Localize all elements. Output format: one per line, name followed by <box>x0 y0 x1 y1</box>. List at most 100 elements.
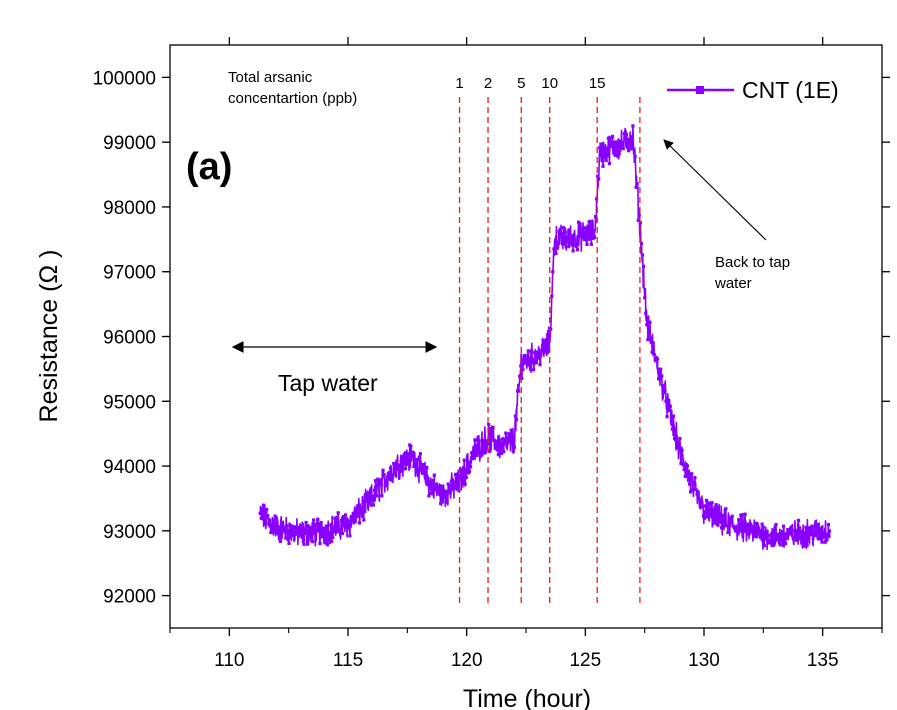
data-point <box>728 518 732 522</box>
back-to-tap-label-line2: water <box>714 275 752 292</box>
back-to-tap-label-line1: Back to tap <box>715 254 790 271</box>
data-point <box>286 537 290 542</box>
data-point <box>354 511 358 515</box>
data-point <box>777 540 781 544</box>
data-point <box>362 518 366 522</box>
data-point <box>711 522 715 526</box>
y-tick-label: 94000 <box>103 457 156 478</box>
data-point <box>822 531 826 536</box>
data-point <box>320 535 324 539</box>
data-point <box>453 486 457 490</box>
data-point <box>451 480 456 484</box>
data-point <box>292 530 296 534</box>
data-point <box>475 453 479 458</box>
data-point <box>508 434 512 438</box>
data-point <box>816 524 820 528</box>
data-point <box>647 328 651 332</box>
data-point <box>514 418 519 422</box>
data-point <box>712 511 716 515</box>
data-point <box>496 453 500 457</box>
data-point <box>281 522 285 526</box>
data-point <box>310 540 315 544</box>
data-point <box>642 264 646 268</box>
data-point <box>640 253 645 257</box>
data-point <box>429 491 433 496</box>
data-point <box>768 541 772 545</box>
data-point <box>428 479 432 483</box>
data-point <box>811 533 815 537</box>
data-point <box>361 514 365 518</box>
data-point <box>381 468 385 472</box>
data-point <box>551 270 555 274</box>
data-point <box>807 526 811 530</box>
data-point <box>596 174 600 178</box>
data-point <box>511 439 515 443</box>
data-point <box>521 367 525 371</box>
data-point <box>563 227 567 231</box>
data-point <box>395 459 399 463</box>
x-tick-label: 120 <box>451 650 483 671</box>
data-point <box>701 514 705 518</box>
data-point <box>758 529 762 533</box>
data-point <box>668 404 672 408</box>
data-point <box>754 532 758 536</box>
data-point <box>535 350 539 354</box>
data-point <box>690 472 694 476</box>
data-point <box>649 340 653 344</box>
data-point <box>809 526 813 530</box>
data-point <box>477 439 481 443</box>
legend: CNT (1E) <box>667 77 839 103</box>
data-point <box>674 437 678 442</box>
data-point <box>539 351 543 355</box>
data-point <box>741 513 745 517</box>
data-point <box>670 427 674 431</box>
data-point <box>812 524 817 528</box>
y-tick-label: 99000 <box>103 133 156 154</box>
data-point <box>813 533 818 537</box>
data-point <box>570 234 574 238</box>
data-point <box>399 459 403 464</box>
data-point <box>266 514 270 518</box>
data-point <box>444 489 448 493</box>
data-point <box>584 226 588 230</box>
data-point <box>449 479 453 483</box>
data-point <box>267 522 271 526</box>
data-point <box>714 503 718 507</box>
data-point <box>797 526 802 530</box>
data-point <box>388 466 393 470</box>
data-point <box>373 479 378 483</box>
data-point <box>522 357 526 361</box>
data-point <box>582 226 586 230</box>
data-point <box>385 475 389 479</box>
concentration-caption-line1: Total arsanic <box>228 69 313 86</box>
data-point <box>344 513 348 517</box>
data-point <box>302 542 306 546</box>
data-point <box>366 493 370 497</box>
data-point <box>698 502 702 507</box>
data-point <box>745 532 749 536</box>
data-point <box>290 533 294 537</box>
data-point <box>265 508 269 512</box>
data-point <box>422 463 426 467</box>
data-point <box>826 523 830 527</box>
data-point <box>651 341 655 345</box>
data-point <box>432 473 436 477</box>
data-point <box>611 134 615 138</box>
data-point <box>802 544 806 548</box>
data-point <box>744 529 748 533</box>
data-point <box>632 147 636 151</box>
data-point <box>464 476 468 480</box>
data-point <box>601 164 605 168</box>
data-point <box>517 389 521 393</box>
back-to-tap-arrow <box>663 139 767 241</box>
data-point <box>306 524 310 528</box>
data-point <box>603 155 607 159</box>
data-point <box>806 528 810 533</box>
data-point <box>346 526 350 530</box>
data-point <box>804 525 808 529</box>
data-point <box>733 529 737 533</box>
data-point <box>369 503 373 507</box>
data-point <box>629 147 633 151</box>
y-tick-label: 95000 <box>103 392 156 413</box>
data-point <box>790 528 794 532</box>
